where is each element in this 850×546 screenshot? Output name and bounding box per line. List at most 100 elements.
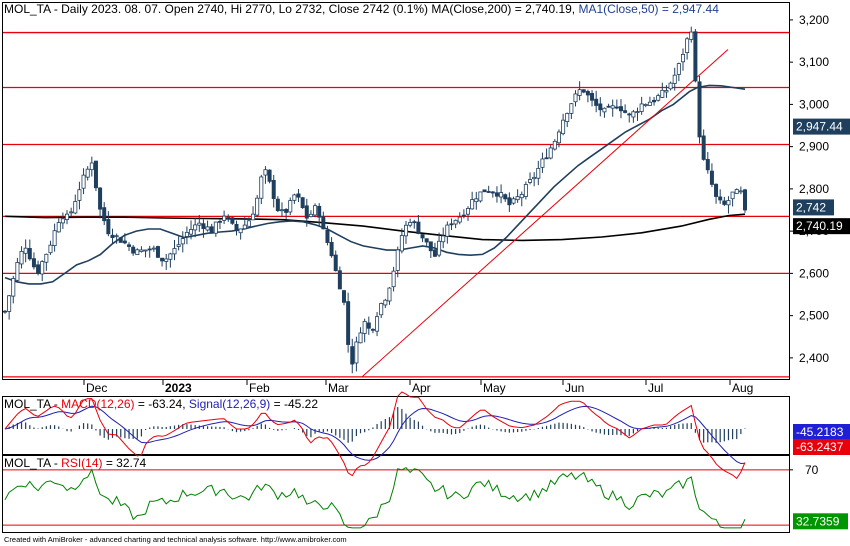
ma50-legend: MA1(Close,50) = 2,947.44: [578, 2, 719, 16]
candle-body: [693, 31, 698, 82]
candle: [705, 152, 710, 174]
candle: [565, 112, 570, 128]
candle: [131, 244, 136, 256]
signal-value-marker-box: [793, 424, 850, 440]
signal-legend-value: = -45.22: [273, 397, 319, 411]
candle-body: [474, 198, 479, 203]
candle-body: [267, 169, 272, 182]
candle: [114, 233, 119, 244]
candle: [222, 210, 227, 225]
candle: [263, 166, 268, 184]
candle: [230, 216, 235, 225]
candle: [106, 211, 111, 237]
rsi-value-marker: 32.7359: [793, 513, 848, 530]
candle: [606, 103, 611, 108]
candle-body: [259, 176, 264, 199]
candle-body: [333, 254, 338, 272]
candle-body: [614, 106, 619, 109]
candle: [383, 298, 388, 308]
candle: [3, 310, 8, 314]
candle: [726, 196, 731, 214]
y-tick-label: 2,900: [799, 140, 829, 154]
macd-value-marker-box: [793, 439, 850, 455]
candle-body: [738, 190, 743, 193]
candle: [457, 212, 462, 225]
candle: [52, 223, 57, 252]
candle: [515, 189, 520, 203]
candle: [577, 81, 582, 101]
y-tick-label: 2,600: [799, 266, 829, 280]
candle-body: [437, 240, 442, 256]
candle: [98, 187, 103, 219]
candle: [743, 188, 748, 213]
candle-body: [643, 104, 648, 106]
candle: [122, 233, 127, 245]
candle-body: [399, 235, 404, 252]
candle: [23, 239, 28, 263]
candle: [65, 210, 70, 225]
candle: [722, 196, 727, 207]
candle-body: [19, 251, 24, 265]
candle-body: [122, 240, 127, 244]
candle: [118, 236, 123, 243]
candle-body: [412, 221, 417, 224]
candle: [69, 207, 74, 217]
x-tick-label: Feb: [249, 381, 270, 395]
candle: [375, 312, 380, 337]
rsi-value-marker-label: 32.7359: [796, 514, 840, 528]
candle: [490, 191, 495, 198]
candle: [676, 62, 681, 82]
candle: [548, 144, 553, 160]
candle: [85, 166, 90, 181]
candle-body: [193, 224, 198, 231]
signal-value-marker: -45.2183: [793, 424, 850, 440]
candle-body: [404, 224, 409, 237]
candle-body: [561, 119, 566, 135]
candle: [19, 246, 24, 269]
candle-body: [548, 147, 553, 159]
candle-body: [565, 113, 570, 122]
rsi-legend-label: RSI(14): [61, 456, 103, 470]
y-tick-label: 2,500: [799, 309, 829, 323]
x-tick-label: 2023: [165, 381, 192, 395]
candle-body: [27, 248, 32, 260]
candle-body: [279, 209, 284, 212]
candle-body: [226, 217, 231, 219]
candle-body: [189, 229, 194, 235]
candle: [432, 242, 437, 258]
macd-value-marker-label: -63.2437: [796, 440, 844, 454]
candle-body: [457, 216, 462, 223]
candle-body: [416, 221, 421, 234]
y-tick-label: 2,400: [799, 351, 829, 365]
candle-body: [180, 238, 185, 245]
x-tick-label: Jun: [565, 381, 584, 395]
candle-body: [623, 110, 628, 113]
candle: [205, 220, 210, 232]
candle-body: [296, 193, 301, 198]
close-value-marker-box: [793, 199, 834, 216]
candle-body: [308, 213, 313, 218]
candle-body: [69, 211, 74, 214]
ma50-value-marker: 2,947.44: [793, 118, 850, 135]
candle: [395, 246, 400, 278]
candle: [176, 236, 181, 251]
candle: [693, 29, 698, 83]
candle-body: [271, 179, 276, 199]
candle-body: [114, 235, 119, 238]
candle-body: [160, 257, 165, 262]
candle-body: [60, 218, 65, 224]
candle: [507, 192, 512, 212]
candle: [412, 219, 417, 229]
candle: [668, 81, 673, 91]
candle: [321, 211, 326, 230]
candle: [209, 223, 214, 234]
candle-body: [461, 214, 466, 217]
price-ticker: MOL_TA: [4, 2, 51, 16]
candle: [184, 226, 189, 245]
candle-body: [341, 290, 346, 303]
x-tick-label: Mar: [328, 381, 349, 395]
candle-body: [89, 162, 94, 171]
candle: [672, 67, 677, 91]
candle: [453, 219, 458, 229]
ma200-line: [4, 213, 746, 242]
